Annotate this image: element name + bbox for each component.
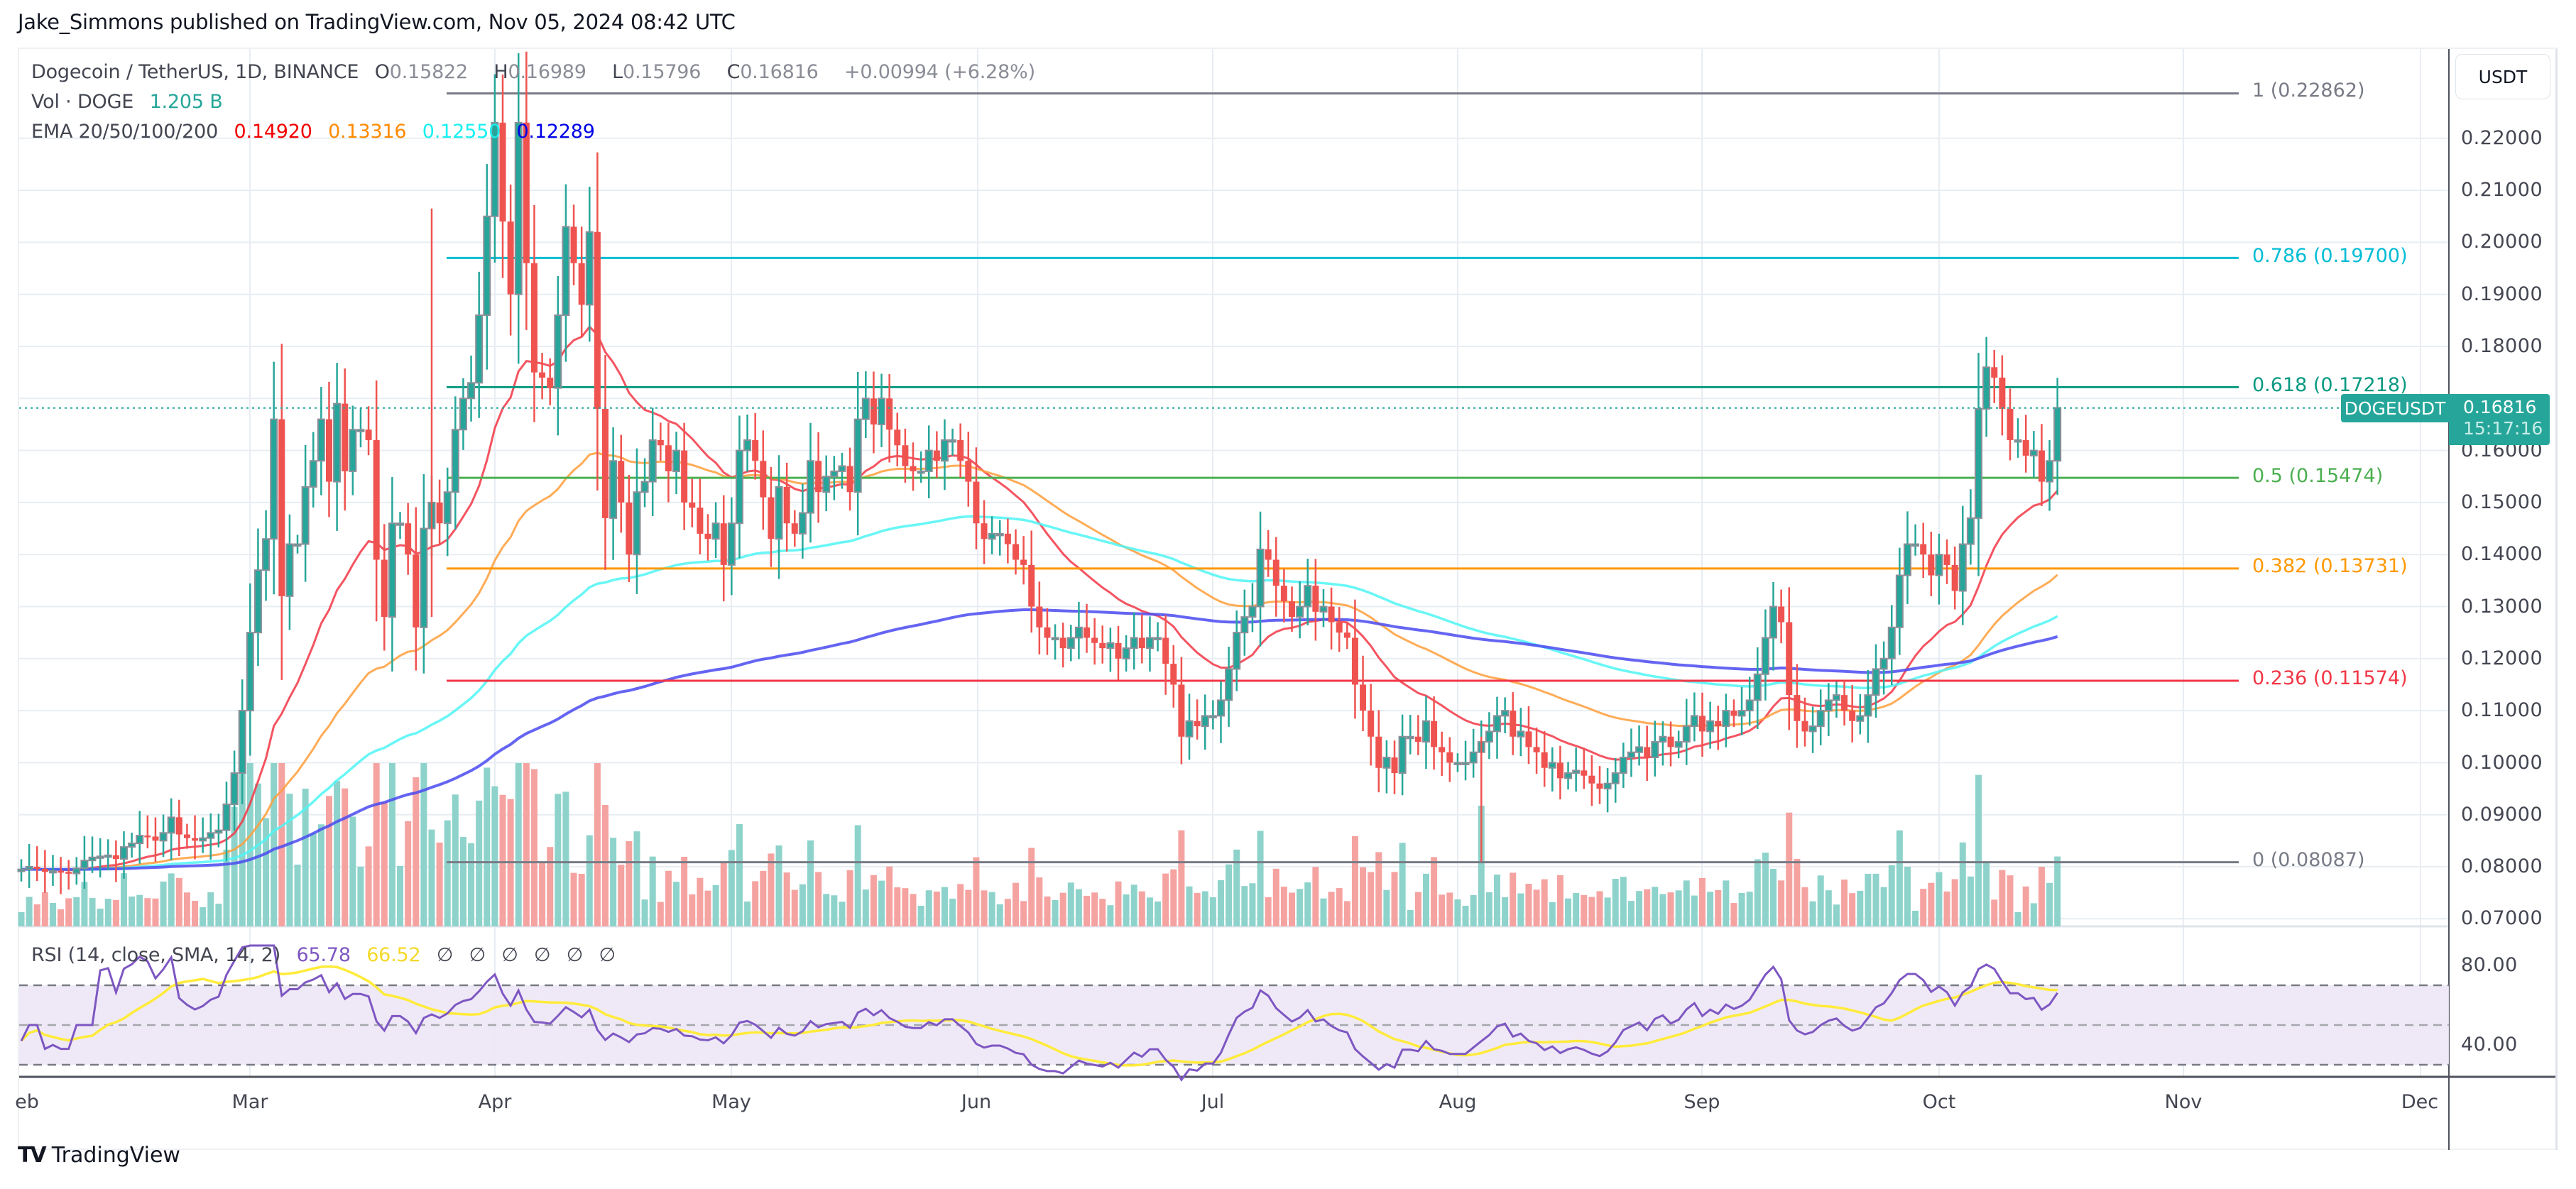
month-label-feb: eb	[15, 1091, 39, 1113]
tradingview-logo[interactable]: TV TradingView	[18, 1143, 180, 1168]
ema50-value: 0.13316	[328, 121, 407, 143]
month-label-apr: Apr	[478, 1091, 512, 1113]
bar-countdown: 15:17:16	[2463, 418, 2543, 439]
chart-frame	[18, 48, 2558, 1150]
fib-label-0236: 0.236 (0.11574)	[2252, 667, 2408, 689]
empty-value-icon: ∅	[534, 944, 551, 966]
month-label-sep: Sep	[1683, 1091, 1720, 1113]
month-label-may: May	[711, 1091, 751, 1113]
volume-bars	[18, 763, 2061, 926]
fib-label-0618: 0.618 (0.17218)	[2252, 374, 2408, 396]
fib-label-0: 0 (0.08087)	[2252, 849, 2365, 871]
month-label-jul: Jul	[1201, 1091, 1225, 1113]
close-label: C	[726, 61, 741, 83]
low-value: 0.15796	[623, 61, 702, 83]
rsi-tick: 40.00	[2461, 1034, 2518, 1056]
open-label: O	[374, 61, 390, 83]
price-tick: 0.08000	[2461, 855, 2543, 877]
current-price-tag: 0.16816 15:17:16	[2449, 394, 2550, 445]
empty-value-icon: ∅	[436, 944, 454, 966]
rsi-legend[interactable]: RSI (14, close, SMA, 14, 2) 65.78 66.52 …	[31, 944, 626, 966]
price-tick: 0.18000	[2461, 335, 2543, 357]
currency-button[interactable]: USDT	[2455, 54, 2550, 99]
symbol-price-tag: DOGEUSDT	[2341, 394, 2449, 422]
candles	[17, 51, 2062, 894]
tradingview-brand: TradingView	[51, 1143, 180, 1168]
month-label-mar: Mar	[231, 1091, 268, 1113]
ema-label: EMA 20/50/100/200	[31, 121, 219, 143]
current-price: 0.16816	[2463, 397, 2537, 417]
price-tick: 0.11000	[2461, 699, 2543, 721]
fib-label-05: 0.5 (0.15474)	[2252, 465, 2384, 487]
price-tick: 0.15000	[2461, 491, 2543, 513]
rsi-value: 65.78	[296, 944, 351, 966]
ema20-value: 0.14920	[234, 121, 312, 143]
empty-value-icon: ∅	[469, 944, 486, 966]
volume-value: 1.205 B	[149, 91, 223, 113]
month-label-oct: Oct	[1922, 1091, 1956, 1113]
month-label-jun: Jun	[961, 1091, 992, 1113]
price-tick: 0.12000	[2461, 647, 2543, 669]
symbol-title[interactable]: Dogecoin / TetherUS, 1D, BINANCE	[31, 61, 359, 83]
volume-legend[interactable]: Vol · DOGE 1.205 B	[31, 91, 233, 113]
symbol-legend: Dogecoin / TetherUS, 1D, BINANCE O0.1582…	[31, 61, 1045, 83]
volume-label: Vol · DOGE	[31, 91, 134, 113]
close-value: 0.16816	[740, 61, 819, 83]
low-label: L	[612, 61, 623, 83]
price-tick: 0.22000	[2461, 127, 2543, 149]
month-label-dec: Dec	[2401, 1091, 2439, 1113]
ema-legend[interactable]: EMA 20/50/100/200 0.14920 0.13316 0.1255…	[31, 121, 605, 143]
fib-label-1: 1 (0.22862)	[2252, 80, 2365, 102]
rsi-sma-value: 66.52	[366, 944, 421, 966]
ema100-value: 0.12550	[422, 121, 501, 143]
empty-value-icon: ∅	[599, 944, 616, 966]
price-tick: 0.19000	[2461, 283, 2543, 305]
rsi-tick: 80.00	[2461, 954, 2518, 976]
price-tick: 0.07000	[2461, 907, 2543, 929]
ema200-value: 0.12289	[516, 121, 595, 143]
price-tick: 0.09000	[2461, 804, 2543, 826]
price-tick: 0.10000	[2461, 752, 2543, 774]
fib-retracement[interactable]	[447, 92, 2239, 864]
empty-value-icon: ∅	[501, 944, 518, 966]
month-label-aug: Aug	[1439, 1091, 1477, 1113]
tradingview-logo-icon: TV	[18, 1143, 47, 1168]
price-tick: 0.14000	[2461, 543, 2543, 565]
rsi-label: RSI (14, close, SMA, 14, 2)	[31, 944, 281, 966]
open-value: 0.15822	[389, 61, 469, 83]
published-by-text: Jake_Simmons published on TradingView.co…	[18, 10, 736, 34]
price-tick: 0.21000	[2461, 179, 2543, 201]
rsi-lines	[20, 944, 2058, 1082]
change-value: +0.00994 (+6.28%)	[844, 61, 1035, 83]
fib-label-0382: 0.382 (0.13731)	[2252, 555, 2408, 577]
empty-value-icon: ∅	[566, 944, 584, 966]
high-label: H	[493, 61, 508, 83]
price-tick: 0.13000	[2461, 596, 2543, 618]
fib-label-0786: 0.786 (0.19700)	[2252, 245, 2408, 267]
month-label-nov: Nov	[2164, 1091, 2203, 1113]
price-tick: 0.20000	[2461, 231, 2543, 253]
high-value: 0.16989	[508, 61, 586, 83]
